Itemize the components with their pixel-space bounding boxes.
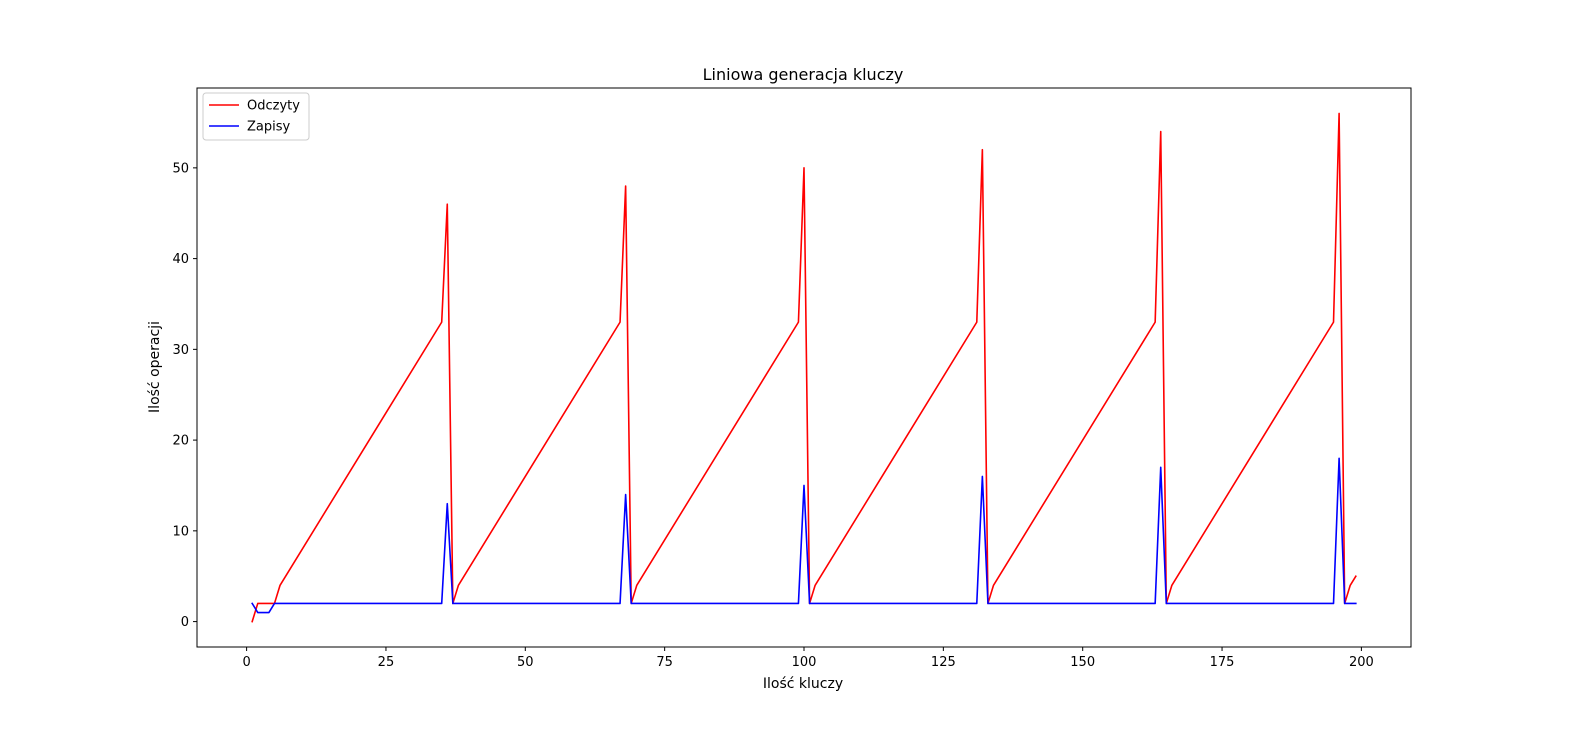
plot-area: 0 25 50 75 100 125 150 175 200 0 10 20 30 40 50 Odczyty…: [172, 87, 1412, 670]
x-tick-label: 50: [517, 655, 534, 670]
y-tick-label: 30: [172, 343, 189, 358]
y-axis-label: Ilość operacji: [147, 321, 163, 413]
y-tick-label: 10: [172, 524, 189, 539]
x-tick-label: 200: [1349, 655, 1374, 670]
x-tick-label: 25: [378, 655, 395, 670]
x-tick-label: 0: [242, 655, 250, 670]
series-line-zapisy: [251, 457, 1357, 614]
y-tick-label: 20: [172, 434, 189, 449]
x-tick-label: 100: [792, 655, 817, 670]
x-axis-label: Ilość kluczy: [763, 676, 843, 692]
y-tick-label: 50: [172, 161, 189, 176]
y-tick-label: 0: [181, 615, 189, 630]
x-tick-label: 175: [1210, 655, 1235, 670]
x-tick-label: 150: [1070, 655, 1095, 670]
x-tick-label: 125: [931, 655, 956, 670]
legend-label: Odczyty: [247, 99, 300, 114]
chart-title: Liniowa generacja kluczy: [703, 65, 904, 84]
legend-label: Zapisy: [247, 120, 291, 135]
y-tick-label: 40: [172, 252, 189, 267]
x-tick-label: 75: [656, 655, 673, 670]
